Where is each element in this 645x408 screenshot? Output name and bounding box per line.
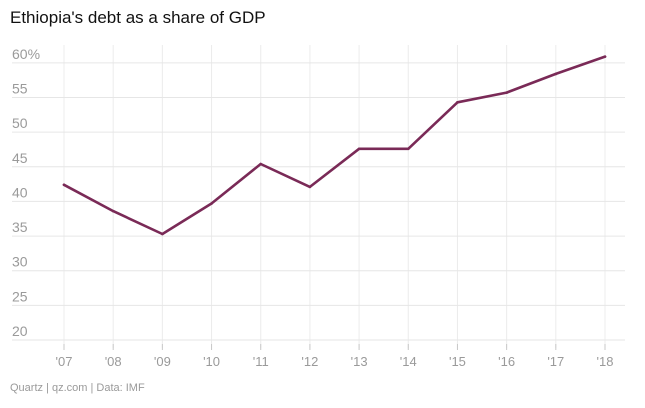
chart-title: Ethiopia's debt as a share of GDP — [10, 8, 266, 27]
data-point — [603, 55, 607, 58]
data-point — [111, 209, 115, 213]
y-tick-label: 30 — [12, 254, 28, 270]
y-tick-label: 25 — [12, 288, 28, 304]
x-tick-label: '08 — [105, 354, 122, 369]
series-group — [62, 55, 607, 236]
y-tick-label: 55 — [12, 81, 28, 97]
data-point — [357, 147, 361, 151]
horizontal-gridlines — [12, 62, 625, 341]
data-point — [554, 72, 558, 76]
x-tick-label: '10 — [203, 354, 220, 369]
x-tick-label: '15 — [449, 354, 466, 369]
x-tick-label: '16 — [498, 354, 515, 369]
data-point — [161, 232, 164, 236]
x-tick-label: '12 — [301, 354, 318, 369]
x-axis-tick-labels: '07 '08 '09 '10 '11 '12 '13 '14 '15 '16 '17 '18 — [56, 354, 614, 369]
series-line — [62, 55, 607, 236]
data-point — [308, 185, 312, 189]
data-point — [456, 101, 459, 104]
x-tick-label: '17 — [547, 354, 564, 369]
data-point — [406, 147, 410, 151]
vertical-gridlines — [63, 45, 606, 350]
y-tick-label: 60% — [12, 46, 40, 62]
x-tick-label: '13 — [351, 354, 368, 369]
data-point — [259, 162, 263, 166]
x-tick-label: '14 — [400, 354, 417, 369]
data-point — [505, 91, 508, 94]
y-tick-label: 40 — [12, 184, 28, 200]
y-tick-label: 50 — [12, 115, 28, 131]
x-tick-label: '07 — [56, 354, 73, 369]
data-point — [62, 183, 66, 187]
y-tick-label: 45 — [12, 150, 28, 166]
source-credit: Quartz | qz.com | Data: IMF — [10, 382, 145, 394]
data-point — [210, 202, 213, 205]
x-tick-label: '11 — [253, 354, 269, 369]
y-tick-label: 20 — [12, 323, 28, 339]
y-tick-label: 35 — [12, 219, 28, 235]
x-tick-label: '18 — [597, 354, 614, 369]
y-axis-tick-labels: 20 25 30 35 40 45 50 55 60% — [12, 46, 40, 339]
x-tick-label: '09 — [154, 354, 171, 369]
